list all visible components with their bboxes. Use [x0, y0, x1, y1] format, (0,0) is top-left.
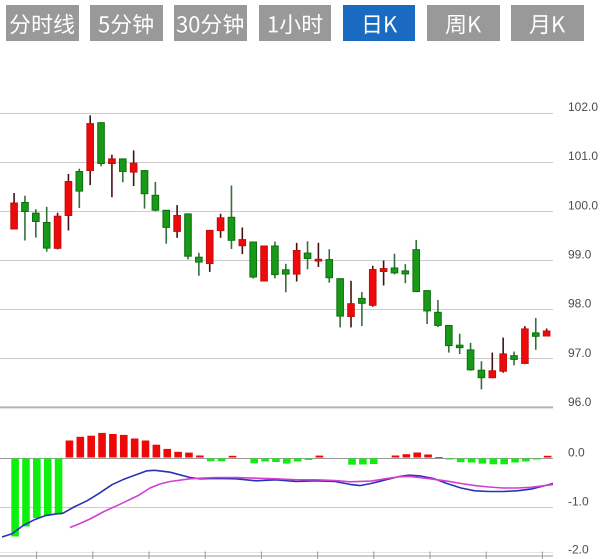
svg-text:-2.0: -2.0 [568, 543, 589, 557]
svg-text:0.0: 0.0 [568, 446, 585, 460]
svg-text:96.0: 96.0 [568, 395, 592, 409]
svg-text:102.0: 102.0 [568, 100, 598, 114]
svg-text:97.0: 97.0 [568, 346, 592, 360]
svg-text:-1.0: -1.0 [568, 495, 589, 509]
svg-text:101.0: 101.0 [568, 149, 598, 163]
svg-text:98.0: 98.0 [568, 297, 592, 311]
svg-text:100.0: 100.0 [568, 199, 598, 213]
svg-text:99.0: 99.0 [568, 248, 592, 262]
